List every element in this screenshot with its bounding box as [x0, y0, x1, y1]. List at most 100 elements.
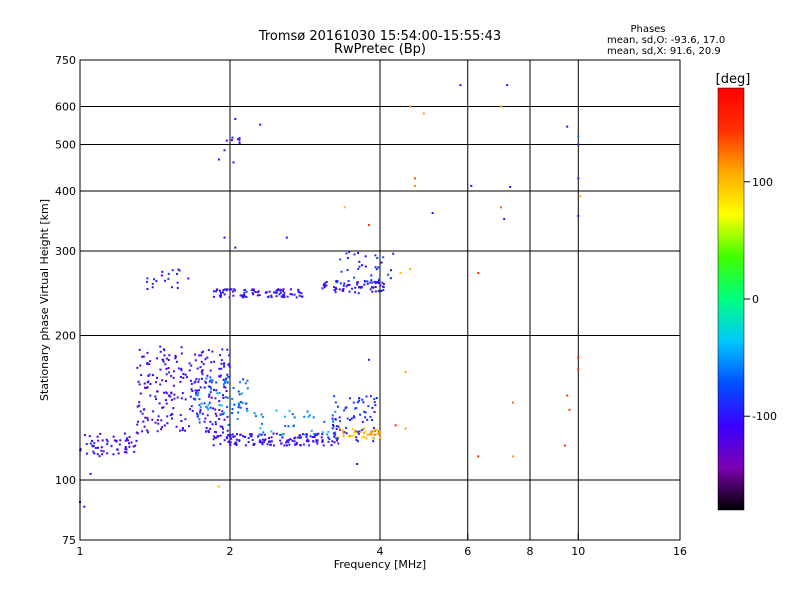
data-point [275, 409, 278, 412]
data-point [226, 415, 229, 418]
data-point [180, 352, 183, 355]
data-point [512, 401, 515, 404]
data-point [371, 406, 374, 409]
data-point [321, 287, 324, 290]
data-point [236, 433, 238, 436]
data-point [102, 450, 105, 453]
data-point [295, 443, 298, 446]
data-point [293, 293, 296, 296]
data-point [346, 284, 349, 286]
data-point [138, 348, 141, 351]
data-point [226, 348, 229, 351]
data-point [99, 432, 102, 435]
data-point [83, 434, 86, 436]
data-point [577, 135, 580, 138]
data-point [376, 428, 379, 431]
data-point [179, 414, 182, 417]
data-point [506, 84, 509, 87]
data-point [270, 440, 273, 443]
data-point [221, 410, 224, 413]
data-point [237, 390, 240, 393]
data-point [172, 370, 175, 373]
data-point [218, 158, 220, 161]
data-point [355, 439, 358, 442]
data-point [279, 434, 281, 436]
data-point [125, 451, 128, 454]
data-point [374, 286, 377, 288]
data-point [229, 436, 232, 439]
data-point [291, 439, 294, 442]
data-point [361, 436, 364, 439]
data-point [298, 294, 301, 297]
data-point [256, 294, 259, 297]
data-point [359, 431, 362, 433]
data-point [365, 395, 368, 398]
data-point [126, 438, 128, 441]
data-point [236, 138, 239, 141]
data-point [259, 123, 262, 126]
data-point [252, 293, 255, 296]
data-point [118, 443, 121, 446]
data-point [219, 289, 221, 292]
data-point [334, 291, 337, 294]
data-point [200, 371, 203, 374]
data-point [138, 404, 141, 407]
data-point [282, 433, 285, 436]
data-point [222, 288, 225, 291]
data-point [181, 427, 184, 429]
data-point [313, 433, 316, 436]
data-point [335, 428, 338, 430]
data-point [168, 394, 170, 397]
data-point [284, 415, 286, 418]
data-point [339, 420, 341, 423]
data-point [566, 394, 569, 397]
data-point [238, 139, 241, 142]
data-point [354, 431, 357, 434]
data-point [257, 290, 260, 293]
data-point [157, 415, 160, 418]
data-point [132, 445, 135, 448]
data-point [373, 411, 376, 413]
data-point [156, 357, 159, 360]
data-point [312, 439, 315, 442]
data-point [170, 398, 173, 401]
data-point [199, 410, 202, 413]
data-point [223, 439, 226, 442]
data-point [404, 370, 407, 373]
data-point [342, 288, 345, 290]
data-point [470, 184, 473, 187]
data-point [223, 236, 226, 239]
data-point [140, 374, 143, 376]
data-point [305, 436, 308, 439]
data-point [459, 84, 462, 87]
data-point [371, 286, 374, 289]
data-point [92, 445, 95, 447]
data-point [176, 281, 179, 284]
x-tick-label: 16 [673, 545, 687, 558]
data-point [235, 438, 238, 441]
data-point [176, 396, 179, 399]
data-point [358, 286, 361, 288]
data-point [119, 439, 122, 442]
data-point [218, 404, 221, 406]
data-point [211, 350, 214, 353]
data-point [354, 286, 357, 289]
data-point [180, 367, 183, 370]
data-point [209, 385, 212, 388]
data-point [348, 435, 351, 438]
data-point [293, 416, 296, 419]
data-point [227, 441, 230, 443]
data-point [153, 278, 156, 281]
data-point [148, 363, 151, 366]
data-point [374, 429, 377, 432]
data-point [334, 418, 337, 421]
data-point [198, 398, 201, 401]
data-point [270, 294, 273, 297]
data-point [210, 381, 213, 384]
data-point [189, 379, 192, 382]
data-point [334, 431, 336, 434]
data-point [141, 430, 144, 433]
data-point [298, 291, 301, 294]
data-point [298, 434, 301, 437]
data-point [124, 448, 127, 451]
